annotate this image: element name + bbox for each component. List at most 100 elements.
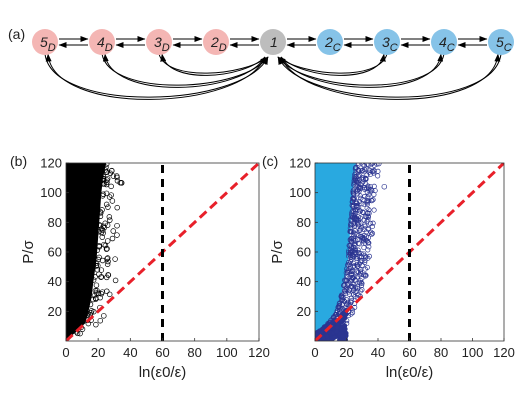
y-tick-label: 20: [297, 304, 311, 319]
outlier-point: [104, 288, 110, 294]
dark-blue-point: [374, 163, 380, 167]
outlier-point: [104, 179, 110, 186]
dark-blue-point: [358, 258, 364, 264]
x-tick-label: 20: [339, 345, 353, 360]
outlier-point: [93, 321, 99, 328]
transition-arcs: [44, 53, 502, 100]
dark-blue-point: [356, 188, 362, 194]
dark-blue-point: [330, 319, 336, 325]
dark-blue-point: [348, 254, 354, 261]
outlier-point: [95, 256, 101, 263]
dark-blue-point: [350, 275, 357, 281]
dark-blue-point: [348, 295, 354, 301]
outlier-point: [105, 258, 111, 265]
outlier-point: [96, 222, 103, 228]
dark-blue-point: [358, 250, 364, 257]
dark-blue-point: [342, 323, 348, 329]
dark-blue-point: [351, 175, 357, 181]
panel-c: (c) 0 20 40 60 80 100 120 20 40 60 80 100 120 ln(ε0/ε…: [262, 153, 515, 381]
outlier-point: [93, 260, 100, 266]
dark-blue-point: [351, 247, 357, 253]
dark-blue-point: [354, 236, 361, 242]
dark-blue-point: [369, 188, 375, 194]
dark-blue-point: [362, 194, 368, 200]
outlier-point: [101, 241, 107, 248]
outlier-point: [100, 176, 107, 182]
outlier-point: [104, 245, 110, 252]
outlier-point: [103, 246, 110, 252]
y-axis-label: P/σ: [20, 240, 37, 264]
dark-blue-point: [353, 165, 359, 171]
dark-blue-point: [351, 195, 357, 201]
dark-blue-point: [355, 269, 362, 275]
outlier-point: [94, 247, 101, 253]
state-node: 4D: [89, 29, 115, 55]
dark-blue-point: [335, 304, 341, 310]
y-tick-label: 60: [297, 245, 311, 260]
state-label: 4C: [439, 34, 455, 54]
dark-blue-point: [345, 274, 351, 280]
outlier-point: [98, 226, 105, 232]
outlier-point: [96, 271, 102, 277]
outlier-point: [104, 261, 111, 267]
dark-blue-point: [345, 262, 351, 268]
state-label: 5C: [496, 34, 512, 54]
dark-blue-point: [361, 201, 367, 208]
y-tick-label: 120: [40, 156, 62, 171]
dark-blue-point: [334, 329, 340, 335]
dark-blue-point: [321, 335, 327, 341]
dark-blue-point: [351, 263, 357, 269]
outlier-point: [109, 167, 115, 174]
state-nodes: 5D 4D 3D 2D 1 2C 3C 4C 5C: [32, 29, 514, 55]
dark-blue-point: [357, 208, 363, 214]
y-axis-label: P/σ: [269, 240, 286, 264]
dark-blue-point: [345, 281, 351, 287]
dark-blue-point: [371, 191, 377, 198]
dark-blue-point: [315, 332, 320, 338]
dark-blue-point: [375, 173, 381, 179]
dark-blue-point: [353, 255, 359, 262]
dark-blue-point: [369, 230, 376, 236]
state-circle: [374, 29, 400, 55]
dark-blue-point: [366, 163, 372, 168]
outlier-point: [109, 198, 116, 204]
state-circle: [260, 29, 286, 55]
point-cloud: [66, 163, 107, 341]
outlier-point: [97, 213, 104, 219]
dark-blue-point: [354, 262, 360, 268]
dark-blue-point: [350, 202, 356, 208]
outlier-point: [99, 289, 106, 295]
outlier-point: [97, 317, 104, 324]
dark-blue-point: [350, 310, 356, 316]
dark-blue-point: [352, 208, 359, 214]
panel-label-b: (b): [10, 153, 27, 169]
dark-blue-point: [351, 197, 357, 203]
outlier-point: [104, 255, 111, 261]
dark-blue-point: [364, 238, 370, 244]
dark-blue-point: [362, 272, 368, 278]
dark-blue-point: [364, 163, 370, 168]
dark-blue-point: [354, 217, 360, 223]
outlier-point: [87, 301, 94, 308]
plot-area: [315, 163, 504, 341]
outlier-point: [92, 274, 98, 280]
dark-blue-point: [360, 209, 366, 215]
dark-blue-point: [362, 223, 368, 229]
outlier-point: [105, 204, 111, 210]
state-label: 1: [270, 34, 278, 50]
state-node: 1: [260, 29, 286, 55]
dark-blue-point: [350, 187, 356, 193]
dark-blue-point: [360, 197, 366, 203]
scatter-plot-b: 0 20 40 60 80 100 120 20 40 60 80 100 120 ln(ε0/ε) P/σ: [20, 156, 270, 382]
dark-blue-point: [341, 298, 347, 304]
dark-blue-point: [364, 189, 370, 195]
dark-blue-point: [371, 207, 377, 213]
state-circle: [203, 29, 229, 55]
dark-blue-point: [368, 163, 375, 167]
outlier-point: [114, 178, 121, 184]
state-circle: [317, 29, 343, 55]
outlier-point: [94, 287, 100, 294]
plot-area: [66, 163, 259, 341]
outlier-point: [88, 309, 94, 316]
state-label: 2C: [324, 34, 341, 54]
